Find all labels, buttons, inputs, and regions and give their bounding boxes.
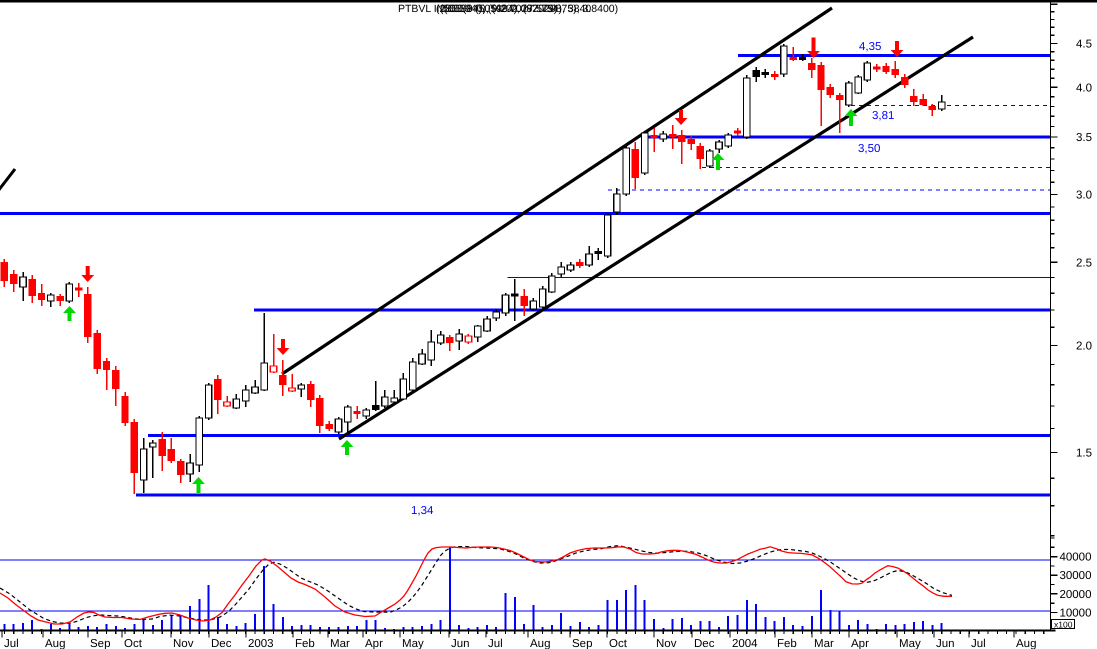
- svg-text:Sep: Sep: [90, 638, 110, 649]
- svg-text:Nov: Nov: [656, 638, 677, 649]
- svg-text:Oct: Oct: [609, 638, 628, 649]
- svg-text:May: May: [899, 638, 921, 649]
- svg-text:30000: 30000: [1060, 570, 1092, 582]
- svg-text:Aug: Aug: [45, 638, 65, 649]
- svg-text:3,50: 3,50: [858, 143, 880, 155]
- svg-text:Jun: Jun: [936, 638, 955, 649]
- svg-text:1,34: 1,34: [411, 505, 434, 517]
- svg-text:Aug: Aug: [1016, 638, 1036, 649]
- svg-text:10000: 10000: [1060, 607, 1092, 619]
- svg-text:May: May: [402, 638, 424, 649]
- svg-text:2004: 2004: [732, 638, 758, 649]
- svg-text:Feb: Feb: [295, 638, 315, 649]
- svg-text:Jun: Jun: [451, 638, 470, 649]
- svg-text:Mar: Mar: [330, 638, 350, 649]
- svg-text:3,81: 3,81: [872, 110, 894, 122]
- svg-text:2003: 2003: [248, 638, 274, 649]
- svg-text:Mar: Mar: [814, 638, 834, 649]
- svg-text:Jul: Jul: [971, 638, 986, 649]
- svg-text:Aug: Aug: [530, 638, 550, 649]
- svg-text:2.5: 2.5: [1076, 257, 1092, 269]
- svg-text:Apr: Apr: [365, 638, 383, 649]
- svg-text:Jul: Jul: [4, 638, 19, 649]
- svg-text:Oct: Oct: [124, 638, 143, 649]
- svg-text:Nov: Nov: [173, 638, 194, 649]
- svg-text:Dec: Dec: [694, 638, 715, 649]
- svg-text:(505994), (9.202.087.754), 384: (505994), (9.202.087.754), 3840: [440, 3, 591, 15]
- svg-text:Feb: Feb: [777, 638, 797, 649]
- svg-text:Dec: Dec: [211, 638, 232, 649]
- svg-text:40000: 40000: [1060, 552, 1092, 564]
- svg-text:2.0: 2.0: [1076, 340, 1092, 352]
- svg-text:x100: x100: [1054, 620, 1073, 630]
- svg-text:(2850(8 (505994), (92020875),: (2850(8 (505994), (92020875), 3.8400): [436, 3, 618, 15]
- svg-text:3.5: 3.5: [1076, 132, 1092, 144]
- svg-text:4.5: 4.5: [1076, 38, 1092, 50]
- svg-text:1.5: 1.5: [1076, 448, 1092, 460]
- svg-text:(605940), (42.7027.579): (605940), (42.7027.579): [444, 3, 557, 15]
- svg-text:4,35: 4,35: [859, 41, 881, 53]
- svg-text:Sep: Sep: [572, 638, 592, 649]
- svg-text:Jul: Jul: [488, 638, 503, 649]
- svg-text:4.0: 4.0: [1076, 82, 1092, 94]
- svg-text:Apr: Apr: [851, 638, 869, 649]
- svg-text:PTBVL IN: PTBVL IN: [398, 3, 444, 15]
- svg-text:3.0: 3.0: [1076, 189, 1092, 201]
- svg-text:20000: 20000: [1060, 589, 1092, 601]
